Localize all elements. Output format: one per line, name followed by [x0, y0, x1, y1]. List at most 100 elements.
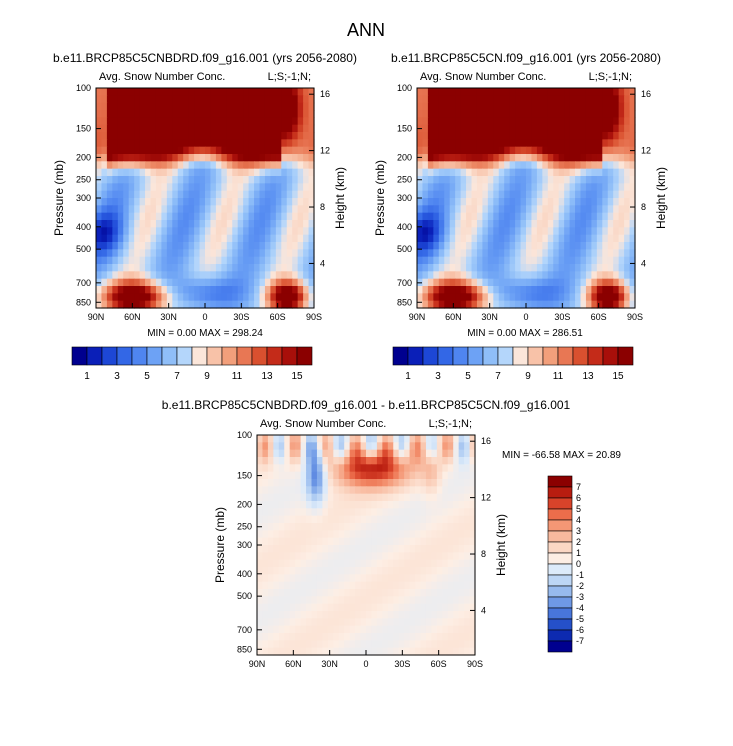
heatmap-cell [591, 132, 598, 140]
heatmap-cell [487, 227, 494, 236]
heatmap-cell [458, 508, 465, 517]
heatmap-cell [482, 205, 489, 214]
heatmap-cell [273, 633, 280, 641]
heatmap-cell [297, 176, 304, 184]
heatmap-cell [344, 589, 351, 597]
heatmap-cell [161, 256, 168, 265]
heatmap-cell [188, 242, 195, 250]
heatmap-cell [558, 139, 565, 148]
heatmap-cell [112, 264, 119, 272]
heatmap-cell [267, 545, 274, 553]
heatmap-cell [338, 633, 345, 641]
heatmap-cell [431, 567, 438, 575]
heatmap-cell [360, 479, 367, 487]
heatmap-cell [449, 110, 456, 118]
heatmap-cell [344, 640, 351, 649]
heatmap-cell [254, 271, 261, 280]
heatmap-cell [128, 102, 135, 111]
heatmap-cell [101, 205, 108, 214]
heatmap-cell [215, 293, 222, 302]
heatmap-cell [422, 242, 429, 250]
heatmap-cell [273, 457, 280, 465]
heatmap-cell [453, 486, 460, 495]
heatmap-cell [498, 110, 505, 118]
y-tick-label: 150 [76, 124, 91, 134]
heatmap-cell [188, 124, 195, 133]
y-tick-label: 400 [76, 222, 91, 232]
heatmap-cell [629, 139, 636, 148]
heatmap-cell [433, 168, 440, 177]
heatmap-cell [199, 132, 206, 140]
heatmap-cell [466, 176, 473, 184]
heatmap-cell [297, 190, 304, 199]
heatmap-cell [112, 183, 119, 192]
heatmap-cell [366, 567, 373, 575]
heatmap-cell [613, 278, 620, 287]
heatmap-cell [96, 183, 103, 192]
heatmap-cell [382, 567, 389, 575]
heatmap-cell [232, 249, 239, 258]
heatmap-cell [303, 256, 310, 265]
heatmap-cell [564, 95, 571, 104]
heatmap-cell [303, 124, 310, 133]
heatmap-cell [281, 117, 288, 126]
heatmap-cell [520, 124, 527, 133]
heatmap-cell [575, 190, 582, 199]
heatmap-cell [613, 154, 620, 162]
heatmap-cell [286, 205, 293, 214]
heatmap-cell [188, 256, 195, 265]
colorbar-swatch [587, 346, 604, 366]
heatmap-cell [520, 227, 527, 236]
heatmap-cell [436, 581, 443, 590]
heatmap-cell [444, 220, 451, 228]
heatmap-cell [311, 471, 318, 480]
heatmap-cell [278, 479, 285, 487]
heatmap-cell [520, 139, 527, 148]
heatmap-cell [221, 95, 228, 104]
heatmap-cell [303, 139, 310, 148]
heatmap-cell [349, 464, 356, 473]
heatmap-cell [284, 647, 291, 656]
heatmap-cell [311, 567, 318, 575]
heatmap-cell [515, 95, 522, 104]
heatmap-cell [504, 278, 511, 287]
heatmap-cell [297, 205, 304, 214]
x-tick-label: 0 [202, 312, 207, 322]
heatmap-cell [322, 435, 329, 443]
heatmap-cell [270, 102, 277, 111]
heatmap-cell [96, 110, 103, 118]
heatmap-cell [453, 647, 460, 656]
heatmap-cell [150, 117, 157, 126]
heatmap-cell [322, 471, 329, 480]
colorbar-swatch [266, 346, 283, 366]
heatmap-cell [436, 442, 443, 451]
heatmap-cell [128, 190, 135, 199]
heatmap-cell [273, 435, 280, 443]
heatmap-cell [366, 618, 373, 627]
y-tick-label: 100 [76, 83, 91, 93]
heatmap-cell [447, 545, 454, 553]
heatmap-cell [542, 220, 549, 228]
heatmap-cell [292, 264, 299, 272]
heatmap-cell [355, 479, 362, 487]
heatmap-cell [464, 493, 471, 502]
heatmap-cell [254, 168, 261, 177]
heatmap-cell [308, 124, 315, 133]
heatmap-cell [349, 545, 356, 553]
heatmap-cell [515, 249, 522, 258]
heatmap-cell [284, 530, 291, 539]
heatmap-cell [613, 234, 620, 243]
heatmap-cell [166, 286, 173, 294]
heatmap-cell [248, 212, 255, 221]
heatmap-cell [422, 234, 429, 243]
heatmap-cell [333, 618, 340, 627]
heatmap-cell [166, 102, 173, 111]
heatmap-cell [366, 457, 373, 465]
heatmap-cell [278, 442, 285, 451]
heatmap-cell [542, 271, 549, 280]
heatmap-cell [210, 242, 217, 250]
heatmap-cell [295, 501, 302, 509]
heatmap-cell [553, 234, 560, 243]
heatmap-cell [387, 603, 394, 612]
heatmap-cell [575, 293, 582, 302]
